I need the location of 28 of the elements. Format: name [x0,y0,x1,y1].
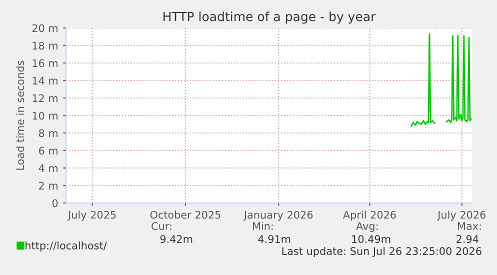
x-tick-label: January 2026 [243,210,313,221]
x-tick-label: April 2026 [343,210,396,221]
text: Last update: Sun Jul 26 23:25:00 2026 [282,246,482,258]
legend-label: http://localhost/ [26,241,107,252]
y-tick-label: 8 m [38,129,58,138]
text: Avg: [356,222,378,232]
x-tick-label: October 2025 [150,210,220,219]
chart-title: HTTP loadtime of a page - by year [164,12,376,24]
y-tick-label: 2 m [39,182,58,190]
y-tick-label: 18 m [32,42,58,50]
text: Cur: [152,222,172,230]
text: 4.91m [258,235,290,244]
text: 9.42m [160,235,192,244]
text: Min: [253,222,273,230]
y-tick-label: 12 m [32,94,58,102]
text: 2.94 [456,235,478,244]
y-tick-label: 4 m [38,164,58,172]
y-tick-label: 14 m [32,76,58,84]
x-tick-label: July 2026 [437,210,486,221]
y-tick-label: 6 m [39,146,58,155]
y-tick-label: 16 m [32,59,58,68]
text: Max: [458,222,481,230]
y-axis-title: Load time in seconds [16,60,24,170]
y-tick-label: 20 m [32,24,58,32]
x-tick-label: July 2025 [68,210,116,221]
y-tick-label: 10 m [32,112,58,120]
text: 10.49m [352,235,390,244]
y-tick-label: 0 [52,199,58,208]
